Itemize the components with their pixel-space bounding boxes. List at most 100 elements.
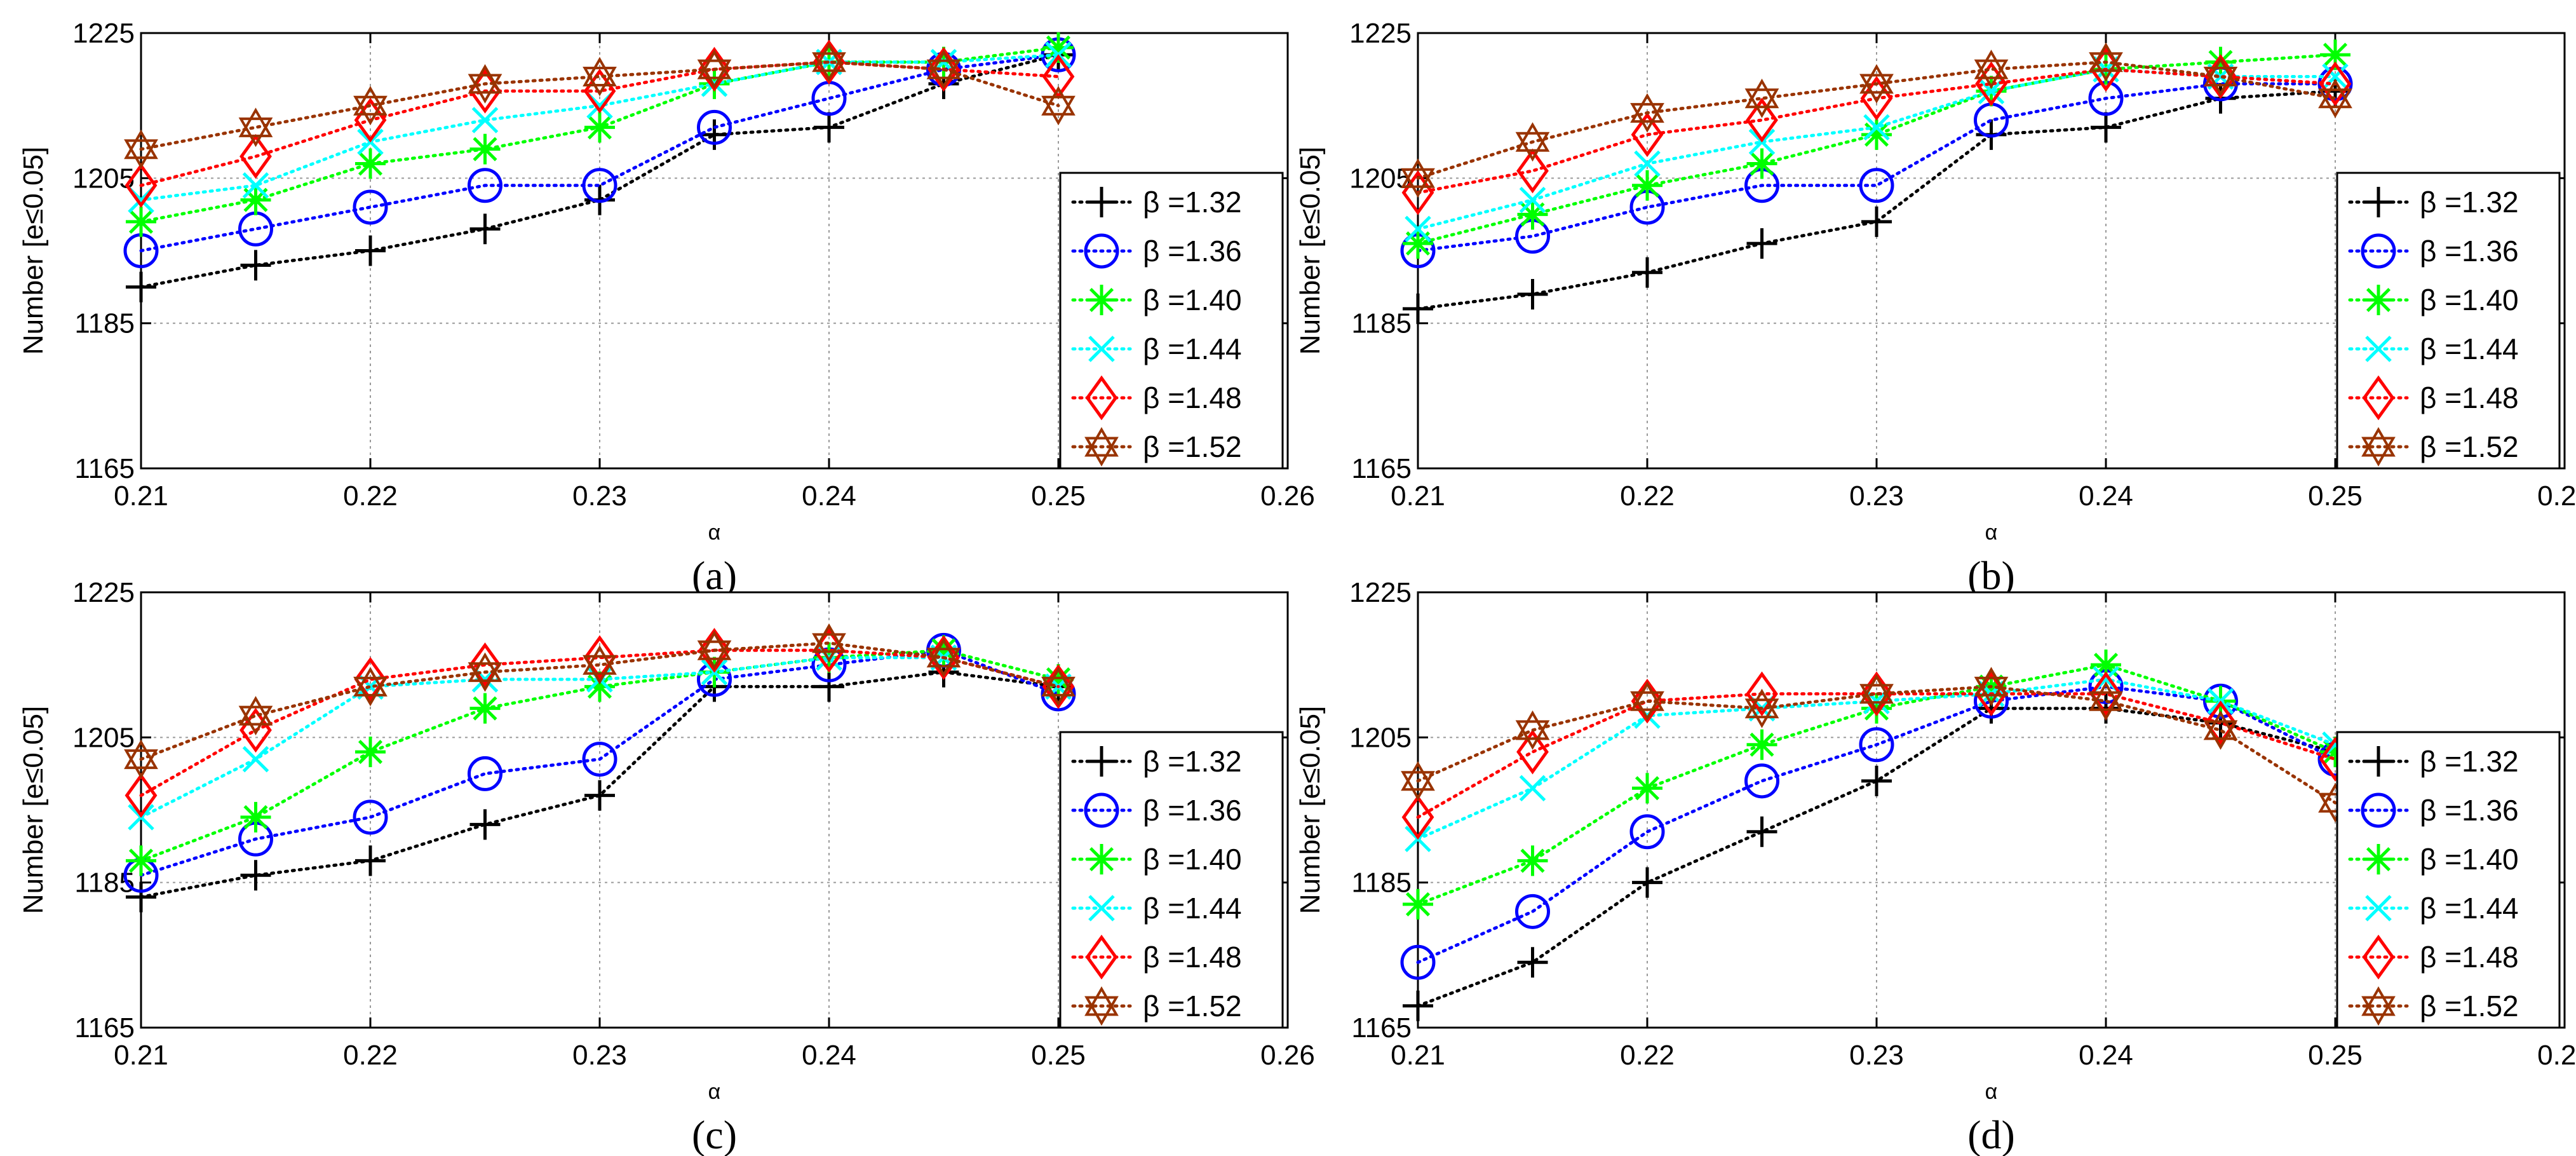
series-line bbox=[1416, 663, 2337, 906]
x-tick-label: 0.25 bbox=[1031, 1040, 1086, 1071]
chart-panel: 0.21 0.22 0.23 0.24 0.25 0.26 1165 1185 1205 1225… bbox=[1295, 18, 2576, 598]
data-point bbox=[469, 214, 501, 245]
legend-marker bbox=[1084, 986, 1119, 1026]
data-point bbox=[1041, 86, 1076, 126]
data-point bbox=[1746, 97, 1778, 143]
data-point bbox=[1400, 944, 1436, 980]
legend-marker bbox=[1088, 895, 1115, 921]
y-tick-label: 1225 bbox=[1349, 577, 1412, 608]
y-tick-label: 1185 bbox=[74, 308, 135, 339]
legend-box bbox=[1059, 172, 1284, 470]
data-point bbox=[1041, 667, 1076, 707]
x-tick-label: 0.21 bbox=[114, 1040, 168, 1071]
legend-marker bbox=[1084, 427, 1119, 466]
series-line bbox=[139, 53, 1060, 252]
legend-label: β =1.40 bbox=[1143, 283, 1242, 316]
y-tick-label: 1205 bbox=[1349, 722, 1412, 753]
data-point bbox=[2091, 649, 2121, 681]
x-tick-label: 0.23 bbox=[572, 480, 627, 512]
series-line bbox=[139, 60, 1060, 151]
data-point bbox=[239, 133, 272, 179]
data-point bbox=[468, 168, 502, 203]
data-point bbox=[353, 799, 388, 835]
data-point bbox=[126, 881, 156, 913]
data-point bbox=[355, 148, 386, 179]
data-point bbox=[697, 109, 732, 145]
x-tick-label: 0.26 bbox=[1260, 480, 1315, 512]
y-axis-label: Number [e≤0.05] bbox=[18, 147, 49, 355]
x-tick-label: 0.24 bbox=[802, 1040, 856, 1071]
panel-caption: (a) bbox=[692, 553, 737, 598]
legend-label: β =1.52 bbox=[2420, 989, 2519, 1023]
data-point bbox=[1630, 681, 1664, 721]
series-line bbox=[139, 648, 1060, 862]
data-point bbox=[2091, 112, 2121, 143]
data-point bbox=[355, 737, 386, 768]
series-group bbox=[124, 623, 1076, 779]
data-point bbox=[468, 652, 502, 692]
data-point bbox=[1515, 894, 1550, 929]
legend-marker bbox=[1086, 187, 1117, 217]
x-axis-label: α bbox=[708, 1080, 721, 1104]
y-tick-label: 1205 bbox=[72, 722, 135, 753]
chart-panel: 0.21 0.22 0.23 0.24 0.25 0.26 1165 1185 1205 1225… bbox=[1295, 577, 2576, 1156]
data-point bbox=[583, 57, 617, 97]
data-point bbox=[1401, 794, 1434, 840]
legend-label: β =1.44 bbox=[2420, 892, 2519, 925]
data-point bbox=[1632, 257, 1662, 288]
legend-label: β =1.52 bbox=[1143, 430, 1242, 463]
data-point bbox=[1403, 293, 1433, 324]
y-tick-label: 1225 bbox=[72, 18, 135, 49]
data-point bbox=[814, 112, 844, 143]
axes-frame bbox=[1417, 591, 2566, 1029]
data-point bbox=[124, 739, 158, 779]
x-tick-label: 0.24 bbox=[2079, 480, 2133, 512]
data-point bbox=[584, 780, 615, 811]
legend-label: β =1.44 bbox=[1143, 892, 1242, 925]
series-line bbox=[1416, 60, 2337, 180]
data-point bbox=[1629, 814, 1665, 850]
series-line bbox=[139, 656, 1060, 819]
legend-label: β =1.36 bbox=[2420, 235, 2519, 268]
data-point bbox=[126, 206, 156, 237]
data-point bbox=[697, 50, 732, 90]
panel-caption: (d) bbox=[1967, 1112, 2015, 1156]
y-tick-label: 1225 bbox=[72, 577, 135, 608]
data-point bbox=[1631, 112, 1664, 158]
y-tick-label: 1205 bbox=[72, 163, 135, 194]
legend-marker bbox=[2363, 285, 2394, 315]
legend-label: β =1.44 bbox=[2420, 332, 2519, 365]
data-point bbox=[2319, 61, 2352, 107]
data-point bbox=[1519, 775, 1546, 802]
chart-panel: 0.21 0.22 0.23 0.24 0.25 0.26 1165 1185 1205 1225… bbox=[18, 18, 1315, 598]
y-tick-label: 1165 bbox=[74, 1012, 135, 1044]
series-line bbox=[1416, 82, 2337, 252]
panel-caption: (c) bbox=[692, 1112, 737, 1156]
data-point bbox=[1519, 186, 1546, 214]
data-point bbox=[124, 129, 158, 169]
y-axis-label: Number [e≤0.05] bbox=[1295, 147, 1326, 355]
data-point bbox=[1859, 674, 1894, 714]
data-point bbox=[2320, 737, 2350, 768]
legend-marker bbox=[1086, 746, 1117, 777]
data-point bbox=[697, 630, 732, 670]
x-tick-label: 0.22 bbox=[1620, 1040, 1675, 1071]
x-tick-label: 0.26 bbox=[2537, 480, 2576, 512]
data-point bbox=[812, 42, 846, 82]
series-line bbox=[139, 60, 1060, 187]
data-point bbox=[125, 773, 158, 818]
data-point bbox=[2089, 671, 2122, 717]
data-point bbox=[353, 667, 388, 707]
data-point bbox=[238, 107, 273, 147]
data-point bbox=[2203, 710, 2238, 750]
data-point bbox=[1859, 168, 1894, 203]
data-point bbox=[584, 671, 615, 702]
data-point bbox=[583, 645, 617, 685]
legend-marker bbox=[1084, 233, 1119, 269]
x-tick-label: 0.21 bbox=[1391, 480, 1445, 512]
x-axis-label: α bbox=[1985, 1080, 1998, 1104]
x-tick-label: 0.23 bbox=[572, 1040, 627, 1071]
x-tick-label: 0.23 bbox=[1849, 1040, 1904, 1071]
legend-box bbox=[1059, 731, 1284, 1029]
